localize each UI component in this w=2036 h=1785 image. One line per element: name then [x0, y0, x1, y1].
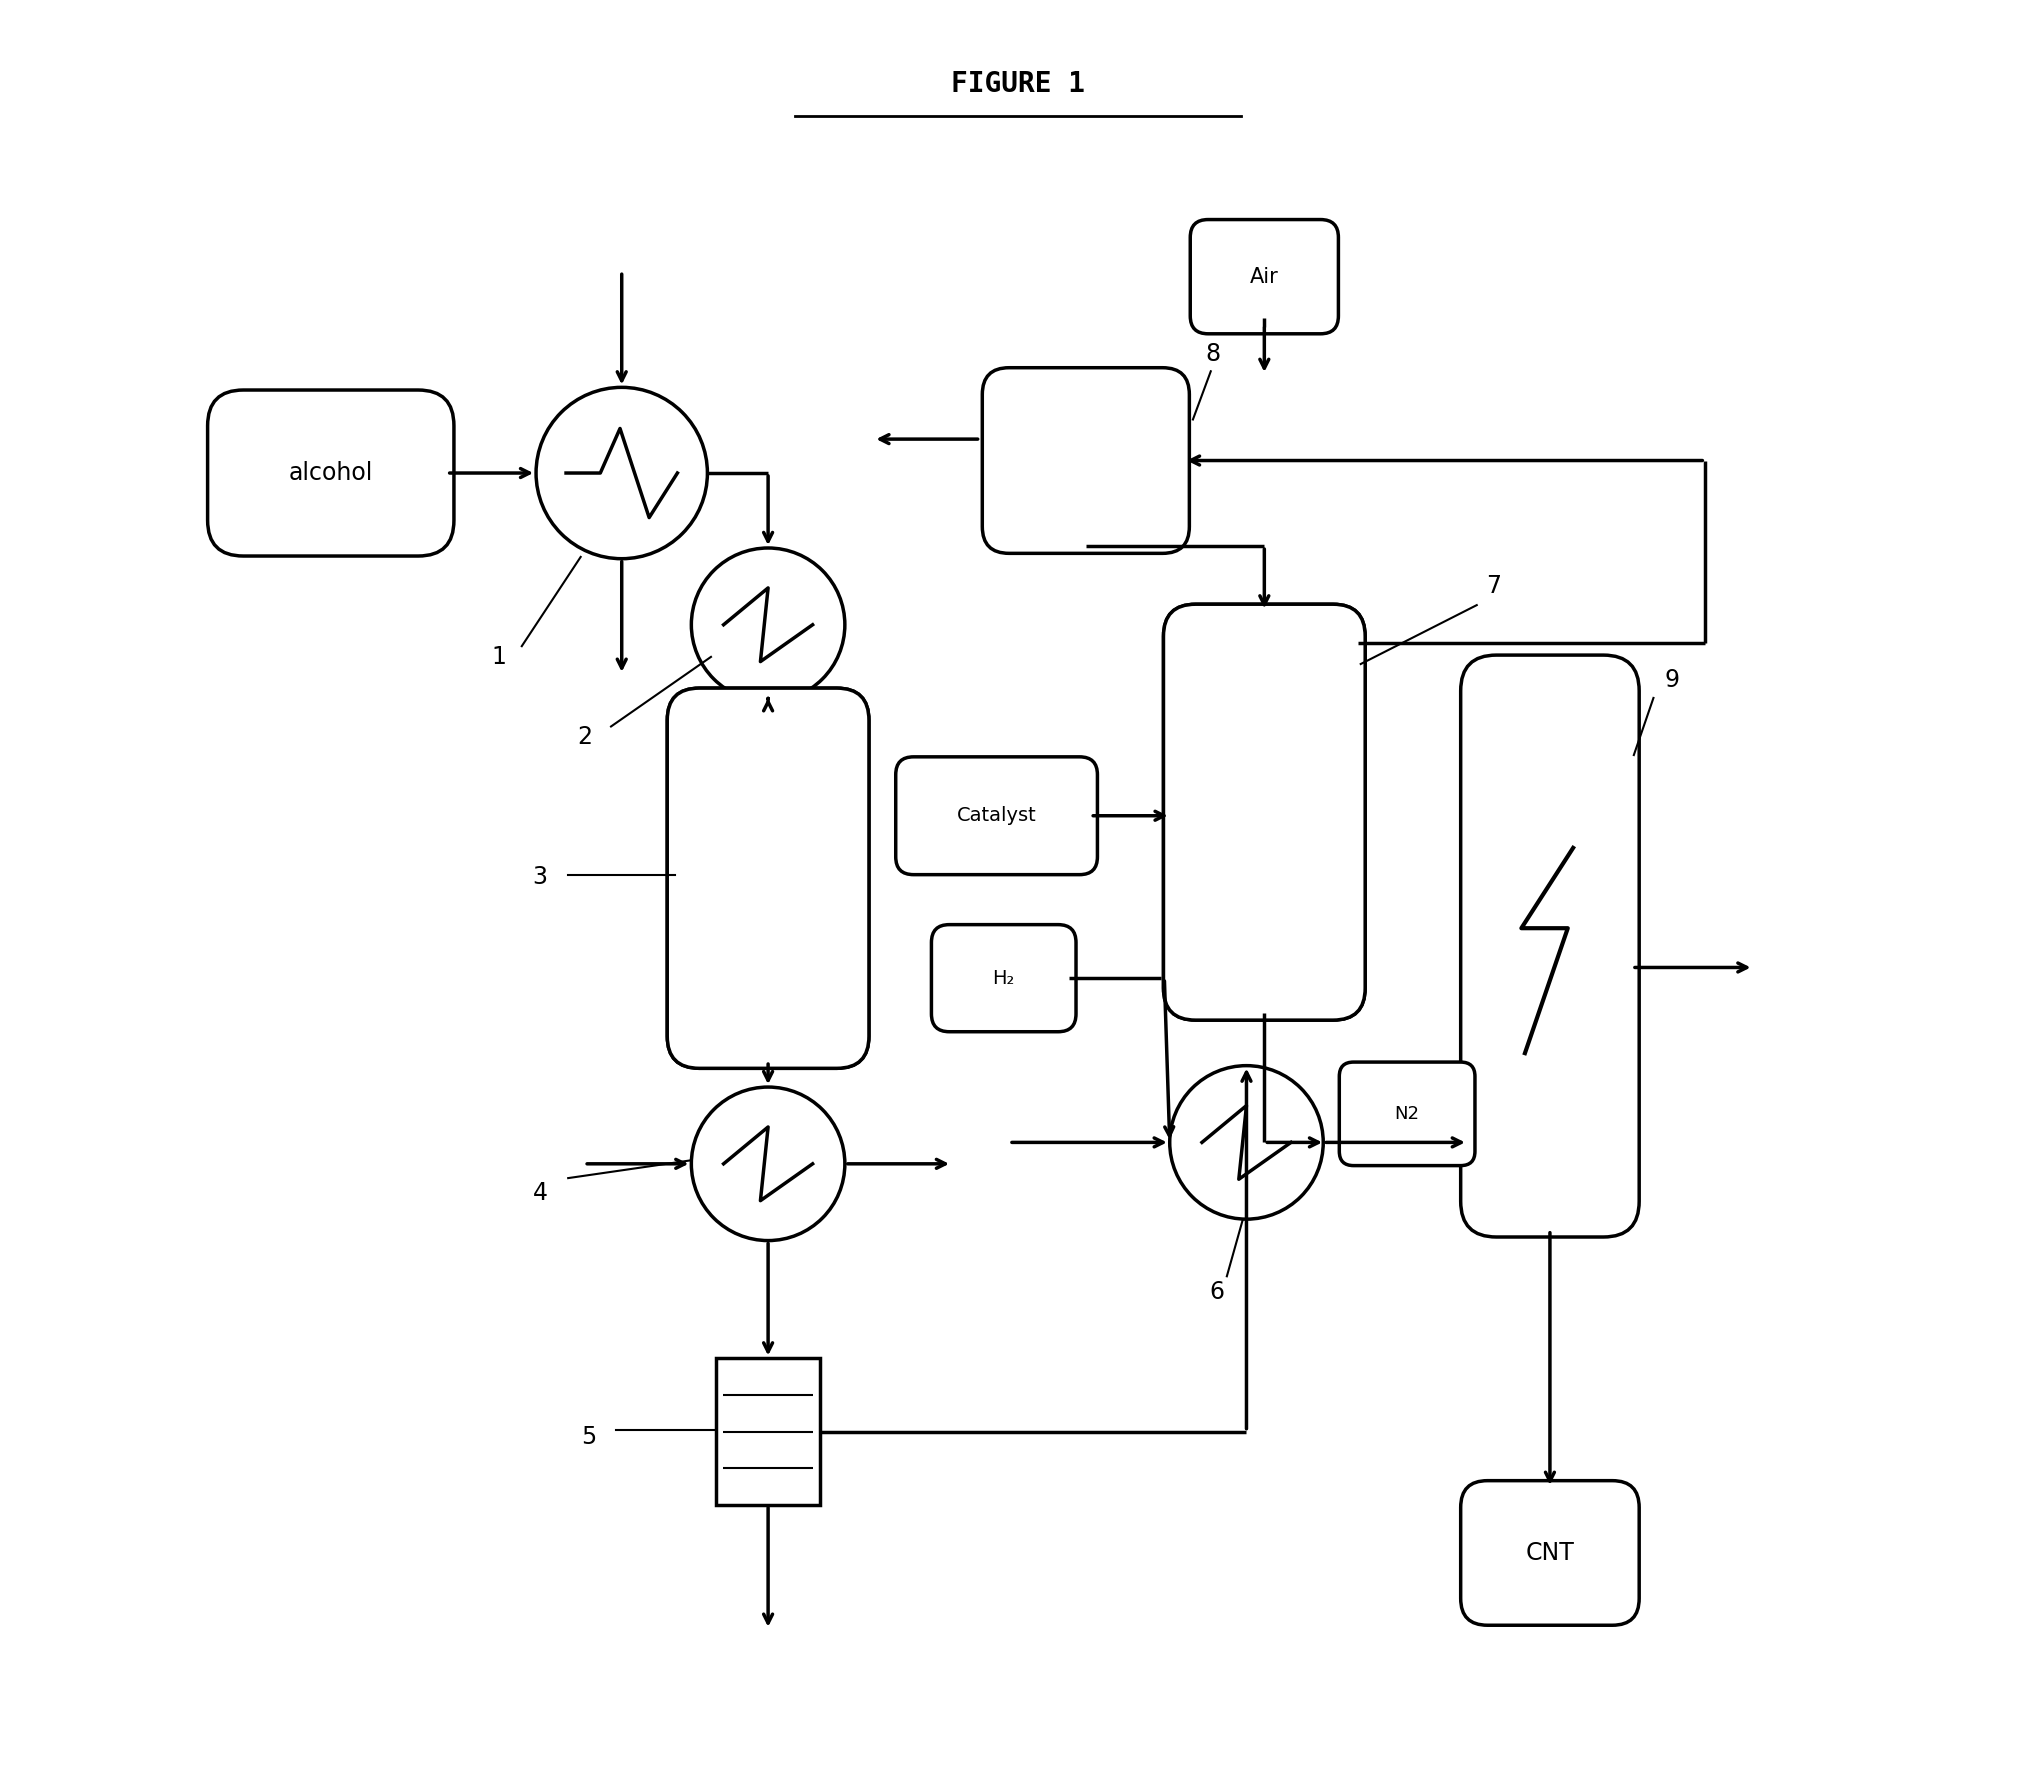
Bar	[1171, 803, 1358, 1012]
Text: Air: Air	[1250, 266, 1279, 287]
FancyBboxPatch shape	[1460, 655, 1639, 1237]
Text: 8: 8	[1205, 341, 1220, 366]
Text: 3: 3	[533, 864, 548, 889]
FancyBboxPatch shape	[668, 687, 869, 1067]
FancyBboxPatch shape	[208, 389, 454, 557]
Text: FIGURE 1: FIGURE 1	[951, 70, 1085, 98]
FancyBboxPatch shape	[1163, 603, 1366, 1019]
FancyBboxPatch shape	[1163, 603, 1366, 1019]
Text: 9: 9	[1663, 668, 1680, 693]
Text: 1: 1	[491, 644, 507, 669]
Bar	[717, 1358, 821, 1505]
FancyBboxPatch shape	[668, 687, 869, 1067]
Bar	[674, 853, 861, 1060]
Text: 2: 2	[576, 725, 592, 750]
FancyBboxPatch shape	[1191, 220, 1338, 334]
Text: 7: 7	[1486, 573, 1501, 598]
Text: CNT: CNT	[1525, 1540, 1574, 1565]
Text: Catalyst: Catalyst	[957, 807, 1036, 825]
Text: alcohol: alcohol	[289, 461, 373, 486]
Text: 6: 6	[1209, 1280, 1224, 1305]
FancyBboxPatch shape	[981, 368, 1189, 553]
FancyBboxPatch shape	[930, 925, 1075, 1032]
Text: N2: N2	[1395, 1105, 1419, 1123]
Text: 5: 5	[580, 1424, 597, 1449]
Text: 4: 4	[533, 1180, 548, 1205]
Text: H₂: H₂	[992, 969, 1014, 987]
FancyBboxPatch shape	[896, 757, 1097, 875]
FancyBboxPatch shape	[1460, 1482, 1639, 1624]
FancyBboxPatch shape	[1340, 1062, 1474, 1166]
